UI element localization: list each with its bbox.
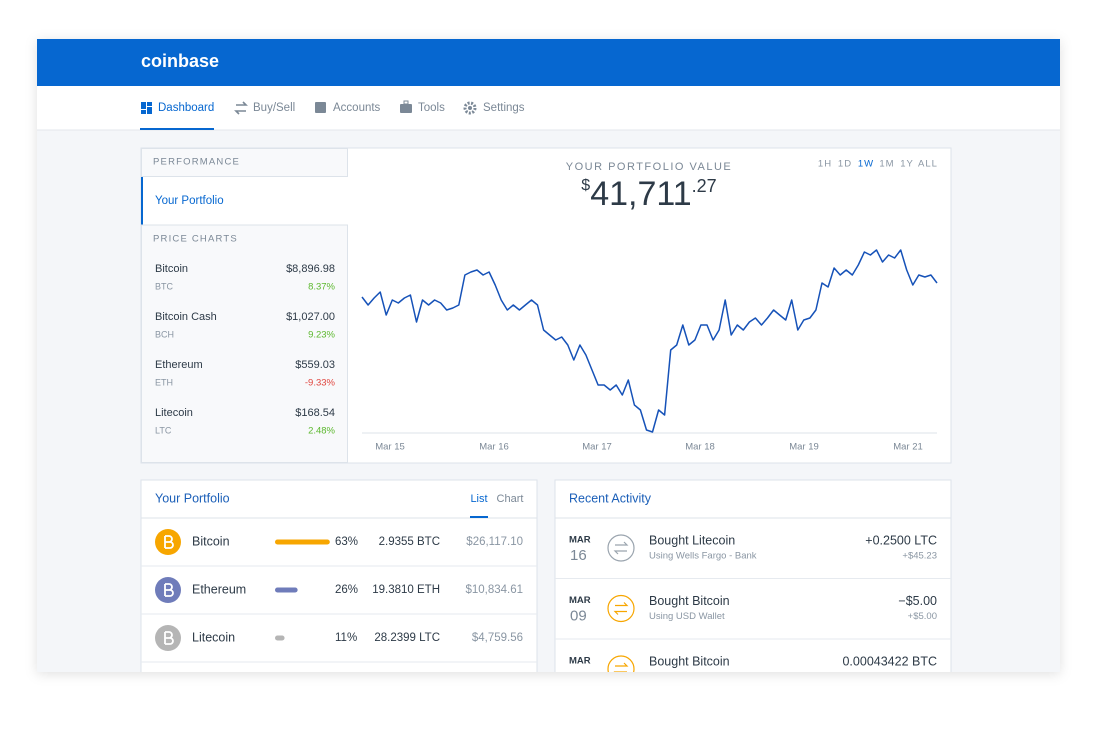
asset-symbol: LTC xyxy=(155,425,172,435)
share-label: 63% xyxy=(335,536,358,548)
asset-price: $168.54 xyxy=(295,407,335,419)
activity-title[interactable]: Bought Bitcoin xyxy=(649,654,730,668)
share-bar xyxy=(275,635,285,641)
x-tick-label: Mar 17 xyxy=(582,442,612,453)
activity-icon xyxy=(607,594,635,623)
coin-value: $26,117.10 xyxy=(466,536,523,548)
nav-item[interactable]: Settings xyxy=(483,102,525,114)
range-button[interactable]: 1M xyxy=(879,159,894,170)
x-tick-label: Mar 16 xyxy=(479,442,509,453)
share-label: 26% xyxy=(335,584,358,596)
range-button[interactable]: 1Y xyxy=(900,159,914,170)
panel-title: Recent Activity xyxy=(569,491,652,505)
asset-change: 9.23% xyxy=(308,330,335,341)
x-tick-label: Mar 19 xyxy=(789,442,819,453)
chart-label: YOUR PORTFOLIO VALUE xyxy=(566,161,733,173)
coin-name[interactable]: Litecoin xyxy=(192,630,235,644)
x-tick-label: Mar 18 xyxy=(685,442,715,453)
asset-name[interactable]: Ethereum xyxy=(155,359,203,371)
currency: $ xyxy=(581,177,590,194)
asset-symbol: BCH xyxy=(155,329,174,339)
price-charts xyxy=(141,224,348,463)
nav-item[interactable]: Accounts xyxy=(333,102,381,114)
range-button[interactable]: 1H xyxy=(818,159,832,170)
activity-amount-sub: +$5.00 xyxy=(908,611,937,622)
activity-icon xyxy=(607,534,635,562)
range-button[interactable]: ALL xyxy=(918,159,938,170)
asset-change: -9.33% xyxy=(305,378,336,389)
asset-change: 8.37% xyxy=(308,282,335,293)
asset-name[interactable]: Litecoin xyxy=(155,407,193,419)
activity-title[interactable]: Bought Litecoin xyxy=(649,533,735,547)
panel-title: Your Portfolio xyxy=(155,491,230,505)
asset-symbol: BTC xyxy=(155,281,174,291)
asset-change: 2.48% xyxy=(308,426,335,437)
share-bar xyxy=(275,587,298,593)
coin-amount: 19.3810 ETH xyxy=(372,584,440,596)
activity-amount: +0.2500 LTC xyxy=(865,533,937,547)
portfolio-line xyxy=(361,249,938,433)
activity-glyph xyxy=(613,602,629,615)
section-label: PRICE CHARTS xyxy=(153,234,238,245)
nav-item[interactable]: Buy/Sell xyxy=(253,102,295,114)
day: 16 xyxy=(570,547,587,564)
asset-name[interactable]: Bitcoin xyxy=(155,263,188,275)
activity-amount: 0.00043422 BTC xyxy=(842,654,937,668)
activity-subtitle: Using Wells Fargo - Bank xyxy=(649,551,757,562)
nav-item[interactable]: Dashboard xyxy=(158,102,214,114)
cents: .27 xyxy=(692,176,717,196)
x-tick-label: Mar 15 xyxy=(375,442,405,453)
whole: 41,711 xyxy=(590,175,691,213)
activity-title[interactable]: Bought Bitcoin xyxy=(649,594,730,608)
share-label: 11% xyxy=(335,632,357,644)
activity-glyph xyxy=(613,541,629,555)
coin-amount: 2.9355 BTC xyxy=(379,536,440,548)
coin-glyph xyxy=(164,583,174,597)
sidebar-header xyxy=(141,148,348,177)
portfolio-link[interactable]: Your Portfolio xyxy=(155,195,224,207)
x-tick-label: Mar 21 xyxy=(893,442,923,453)
month: MAR xyxy=(569,595,591,606)
coin-amount: 28.2399 LTC xyxy=(374,632,440,644)
month: MAR xyxy=(569,535,591,546)
activity-icon xyxy=(607,655,635,672)
range-button[interactable]: 1D xyxy=(838,159,852,170)
nav-item[interactable]: Tools xyxy=(418,102,445,114)
coin-glyph xyxy=(164,631,174,645)
tab-underline xyxy=(470,516,488,518)
tab[interactable]: List xyxy=(470,493,487,505)
asset-price: $8,896.98 xyxy=(286,263,335,275)
nav-bar xyxy=(37,86,1060,130)
portfolio-panel xyxy=(140,479,538,672)
coin-glyph xyxy=(164,535,174,549)
active-marker xyxy=(141,177,143,225)
asset-name[interactable]: Bitcoin Cash xyxy=(155,311,217,323)
coin-name[interactable]: Bitcoin xyxy=(192,534,230,548)
nav-underline xyxy=(140,128,214,130)
month: MAR xyxy=(569,656,591,667)
day: 09 xyxy=(570,607,587,624)
asset-price: $1,027.00 xyxy=(286,311,335,323)
activity-amount-sub: +$45.23 xyxy=(902,551,937,562)
asset-symbol: ETH xyxy=(155,377,173,387)
portfolio-value: $41,711.27 xyxy=(581,175,716,213)
section-label: PERFORMANCE xyxy=(153,157,240,168)
coin-name[interactable]: Ethereum xyxy=(192,582,246,596)
coin-value: $10,834.61 xyxy=(465,584,523,596)
activity-amount: −$5.00 xyxy=(898,594,937,608)
coin-value: $4,759.56 xyxy=(472,632,523,644)
top-bar xyxy=(37,39,1060,86)
nav-icons xyxy=(141,100,477,115)
activity-subtitle: Using USD Wallet xyxy=(649,611,725,622)
range-button[interactable]: 1W xyxy=(858,159,874,170)
asset-price: $559.03 xyxy=(295,359,335,371)
activity-panel xyxy=(554,479,952,672)
share-bar xyxy=(275,539,330,545)
logo[interactable]: coinbase xyxy=(141,51,219,71)
tab[interactable]: Chart xyxy=(497,493,524,505)
activity-glyph xyxy=(613,662,629,672)
